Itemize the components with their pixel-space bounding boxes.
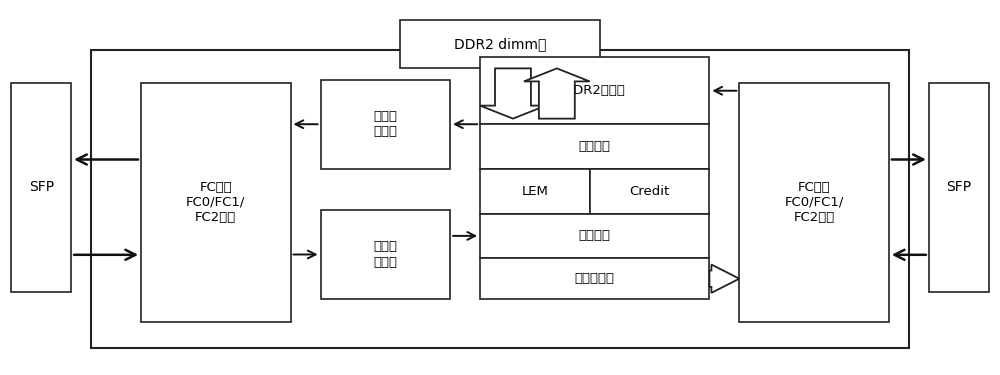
Text: 接收控制: 接收控制 — [579, 230, 611, 242]
Bar — [590, 169, 709, 213]
Bar — [480, 169, 590, 213]
Text: LEM: LEM — [521, 185, 548, 198]
Bar — [480, 258, 709, 299]
Polygon shape — [480, 68, 546, 118]
Bar — [480, 213, 709, 258]
Bar — [480, 124, 709, 169]
Text: 大容量缓存: 大容量缓存 — [575, 272, 615, 285]
Text: SFP: SFP — [29, 180, 54, 195]
Bar — [480, 57, 709, 124]
Bar — [739, 83, 889, 321]
Text: 本地隔
离缓存: 本地隔 离缓存 — [373, 110, 397, 138]
Bar — [480, 57, 709, 213]
Text: DDR2 dimm条: DDR2 dimm条 — [454, 37, 546, 51]
Text: Credit: Credit — [629, 185, 670, 198]
Bar — [91, 50, 909, 348]
Bar — [320, 210, 450, 299]
Text: FC协议
FC0/FC1/
FC2处理: FC协议 FC0/FC1/ FC2处理 — [186, 181, 245, 224]
Bar — [400, 20, 600, 68]
Polygon shape — [709, 264, 739, 293]
Text: FC协议
FC0/FC1/
FC2处理: FC协议 FC0/FC1/ FC2处理 — [784, 181, 844, 224]
Text: 发送控制: 发送控制 — [579, 140, 611, 153]
Bar — [929, 83, 989, 292]
Bar — [141, 83, 291, 321]
Bar — [11, 83, 71, 292]
Text: DDR2控制器: DDR2控制器 — [564, 84, 626, 97]
Text: SFP: SFP — [946, 180, 971, 195]
Text: 本地隔
离缓存: 本地隔 离缓存 — [373, 240, 397, 268]
Bar — [320, 80, 450, 169]
Polygon shape — [524, 68, 590, 118]
